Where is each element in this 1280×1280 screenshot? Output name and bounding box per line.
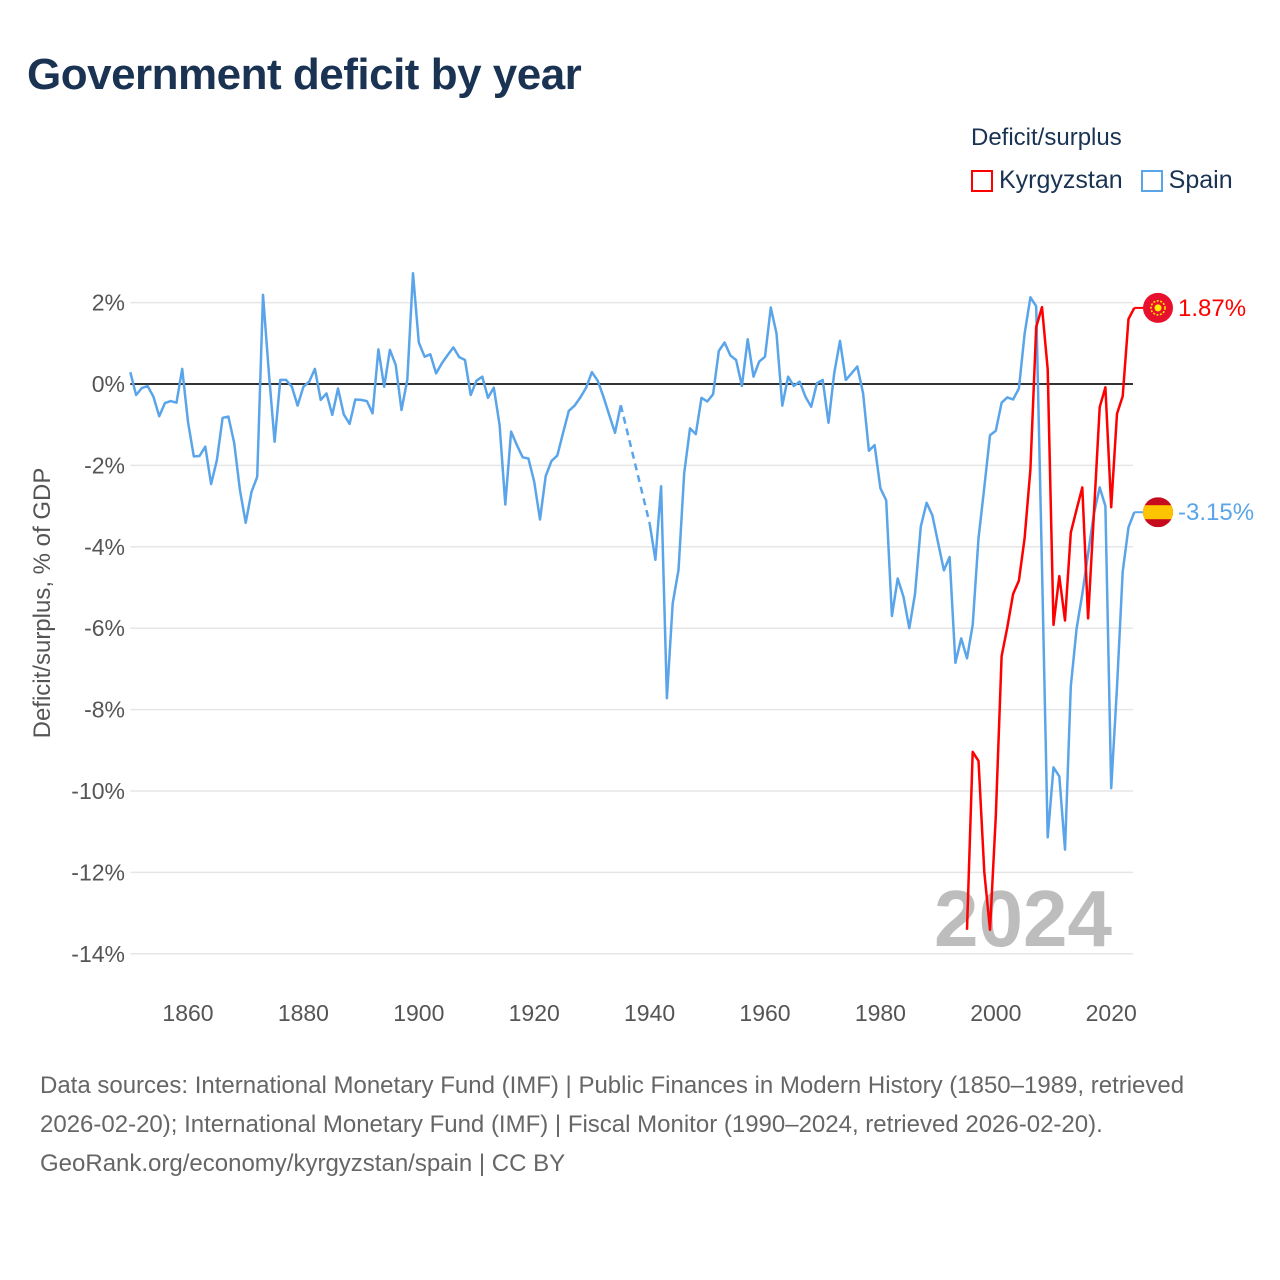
data-sources: Data sources: International Monetary Fun… — [40, 1072, 1185, 1138]
y-tick-label: -10% — [71, 778, 125, 804]
end-label-kyrgyzstan: 1.87% — [1178, 295, 1246, 322]
legend-swatch-spain — [1140, 169, 1163, 192]
chart-area: 2% 0% -2% -4% -6% -8% -10% -12% -14% 1860 1880 190… — [29, 272, 1254, 1026]
end-label-spain: -3.15% — [1178, 499, 1254, 526]
x-tick-label: 1880 — [278, 1000, 329, 1026]
flag-yellow-band — [1143, 505, 1173, 520]
series-end-markers: -3.15% 1.87% — [1134, 292, 1254, 528]
y-tick-label: 0% — [92, 371, 125, 397]
flag-sun-rays — [1150, 300, 1166, 316]
x-tick-label: 1920 — [509, 1000, 560, 1026]
y-axis-label: Deficit/surplus, % of GDP — [29, 468, 56, 739]
y-tick-label: -4% — [84, 534, 125, 560]
legend-title: Deficit/surplus — [971, 124, 1122, 151]
year-watermark: 2024 — [934, 874, 1112, 963]
x-tick-label: 1860 — [162, 1000, 213, 1026]
x-axis-ticks: 1860 1880 1900 1920 1940 1960 1980 2000 2020 — [162, 1000, 1136, 1026]
y-tick-label: -14% — [71, 941, 125, 967]
x-tick-label: 2000 — [970, 1000, 1021, 1026]
flag-sun — [1154, 304, 1162, 312]
series-line-spain — [129, 272, 1136, 851]
x-tick-label: 1980 — [855, 1000, 906, 1026]
x-tick-label: 2020 — [1086, 1000, 1137, 1026]
y-tick-label: -2% — [84, 452, 125, 478]
legend-item-spain[interactable]: Spain — [1140, 166, 1233, 195]
x-tick-label: 1960 — [739, 1000, 790, 1026]
legend: Kyrgyzstan Spain — [971, 166, 1233, 195]
legend-label-spain: Spain — [1168, 166, 1233, 194]
flag-spain-icon — [1143, 497, 1173, 528]
credit-link[interactable]: GeoRank.org/economy/kyrgyzstan/spain | C… — [40, 1150, 566, 1177]
legend-label-kyrgyzstan: Kyrgyzstan — [999, 166, 1123, 194]
y-axis-ticks: 2% 0% -2% -4% -6% -8% -10% -12% -14% — [71, 290, 125, 967]
x-tick-label: 1940 — [624, 1000, 675, 1026]
series-lines — [129, 272, 1136, 932]
footer: Data sources: International Monetary Fun… — [40, 1066, 1240, 1183]
series-line-kyrgyzstan — [965, 305, 1136, 932]
chart-title: Government deficit by year — [27, 50, 582, 99]
y-tick-label: -8% — [84, 697, 125, 723]
y-tick-label: -6% — [84, 615, 125, 641]
legend-swatch-kyrgyzstan — [971, 169, 993, 192]
legend-item-kyrgyzstan[interactable]: Kyrgyzstan — [971, 166, 1123, 195]
y-tick-label: 2% — [92, 290, 125, 316]
gridlines — [130, 301, 1133, 955]
x-tick-label: 1900 — [393, 1000, 444, 1026]
y-tick-label: -12% — [71, 859, 125, 885]
flag-kyrgyzstan-icon — [1143, 292, 1173, 323]
series-gap-spain — [619, 404, 651, 524]
